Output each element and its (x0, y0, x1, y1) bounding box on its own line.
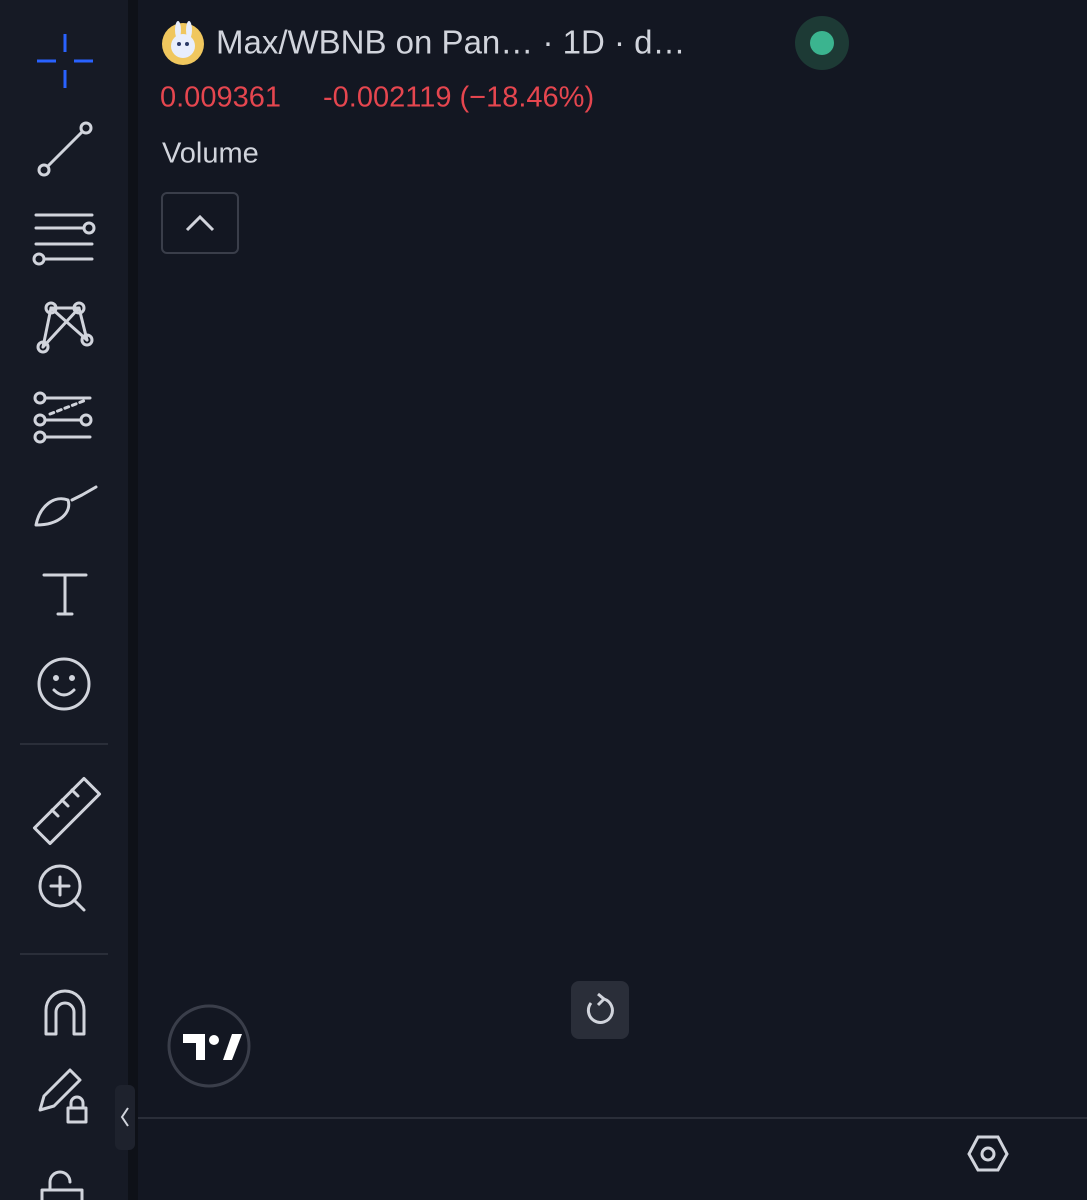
text-tool[interactable] (42, 573, 88, 616)
collapse-legend-button[interactable] (161, 192, 239, 254)
zoom-tool[interactable] (38, 864, 86, 912)
unlock-tool[interactable] (40, 1170, 84, 1200)
chart-title: Max/WBNB on Pan… · 1D · d… (216, 24, 685, 61)
symbol-icon (162, 21, 204, 65)
prediction-tool[interactable] (33, 391, 93, 444)
toolbar-divider (128, 0, 138, 1200)
settings-button[interactable] (967, 1135, 1009, 1172)
collapse-toolbar-button[interactable] (115, 1085, 135, 1150)
trend-line-tool[interactable] (37, 121, 93, 177)
market-status (795, 16, 849, 70)
last-price: 0.009361 (160, 82, 281, 114)
lock-drawing-tool[interactable] (38, 1068, 88, 1124)
price-change: -0.002119 (−18.46%) (323, 82, 594, 114)
pattern-tool[interactable] (36, 301, 94, 354)
ruler-tool[interactable] (32, 776, 102, 846)
emoji-tool[interactable] (37, 657, 91, 711)
volume-legend: Volume (162, 138, 259, 170)
crosshair-tool[interactable] (37, 34, 93, 88)
brush-tool[interactable] (34, 485, 98, 527)
magnet-tool[interactable] (44, 989, 86, 1036)
tradingview-logo[interactable] (167, 1004, 251, 1088)
fib-tool[interactable] (32, 213, 96, 266)
reset-chart-button[interactable] (571, 981, 629, 1039)
